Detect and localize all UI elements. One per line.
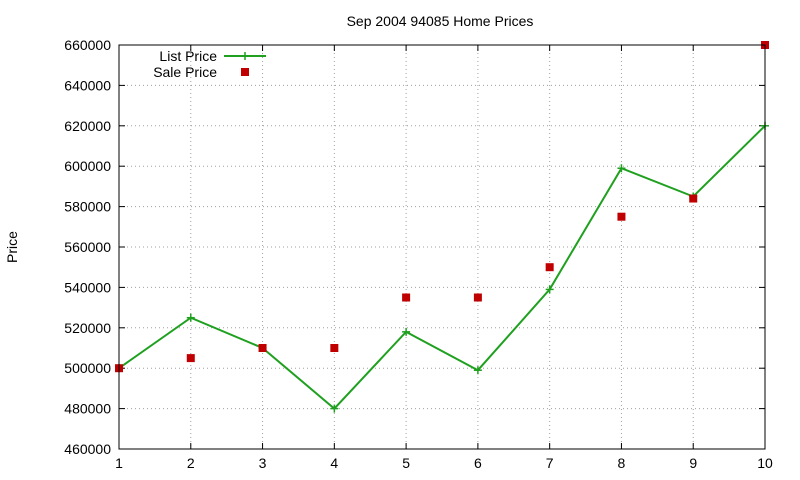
x-tick-label: 8	[618, 455, 626, 471]
y-tick-label: 540000	[64, 279, 111, 295]
sale-price-point	[186, 354, 195, 363]
x-tick-label: 5	[402, 455, 410, 471]
y-tick-label: 560000	[64, 239, 111, 255]
grid-lines	[119, 45, 765, 449]
list-price-point	[545, 285, 554, 294]
y-tick-label: 660000	[64, 37, 111, 53]
x-tick-label: 2	[187, 455, 195, 471]
plot-frame	[118, 44, 766, 450]
sale-price-point	[473, 293, 482, 302]
x-tick-label: 7	[546, 455, 554, 471]
legend-label-list-price: List Price	[159, 48, 217, 64]
list-price-point	[617, 164, 626, 173]
legend-marker-sale-price	[241, 68, 249, 76]
y-tick-label: 620000	[64, 118, 111, 134]
list-price-point	[330, 404, 339, 413]
y-tick-label: 520000	[64, 320, 111, 336]
list-price-point	[186, 313, 195, 322]
axis-ticks: 460000 480000 500000 520000 540000 560000 5800…	[64, 37, 773, 471]
list-price-line	[118, 125, 766, 410]
x-tick-label: 3	[259, 455, 267, 471]
y-axis-label: Price	[4, 231, 20, 263]
sale-price-point	[330, 344, 339, 352]
x-tick-label: 4	[330, 455, 338, 471]
sale-price-point	[258, 344, 267, 352]
list-price-point	[473, 366, 482, 375]
legend-marker-list-price	[241, 52, 249, 60]
series-layer	[115, 41, 769, 413]
x-tick-label: 6	[474, 455, 482, 471]
y-tick-label: 580000	[64, 199, 111, 215]
y-tick-label: 480000	[64, 401, 111, 417]
list-price-point	[402, 327, 411, 336]
sale-price-point	[402, 293, 411, 302]
x-tick-label: 1	[115, 455, 123, 471]
x-tick-label: 10	[757, 455, 773, 471]
y-tick-label: 640000	[64, 77, 111, 93]
sale-price-point	[545, 263, 554, 272]
sale-price-point	[689, 194, 698, 203]
y-tick-label: 500000	[64, 360, 111, 376]
x-tick-label: 9	[689, 455, 697, 471]
y-tick-label: 460000	[64, 441, 111, 457]
chart-title: Sep 2004 94085 Home Prices	[347, 13, 534, 29]
sale-price-point	[617, 212, 626, 221]
legend-label-sale-price: Sale Price	[153, 64, 217, 80]
y-tick-label: 600000	[64, 158, 111, 174]
